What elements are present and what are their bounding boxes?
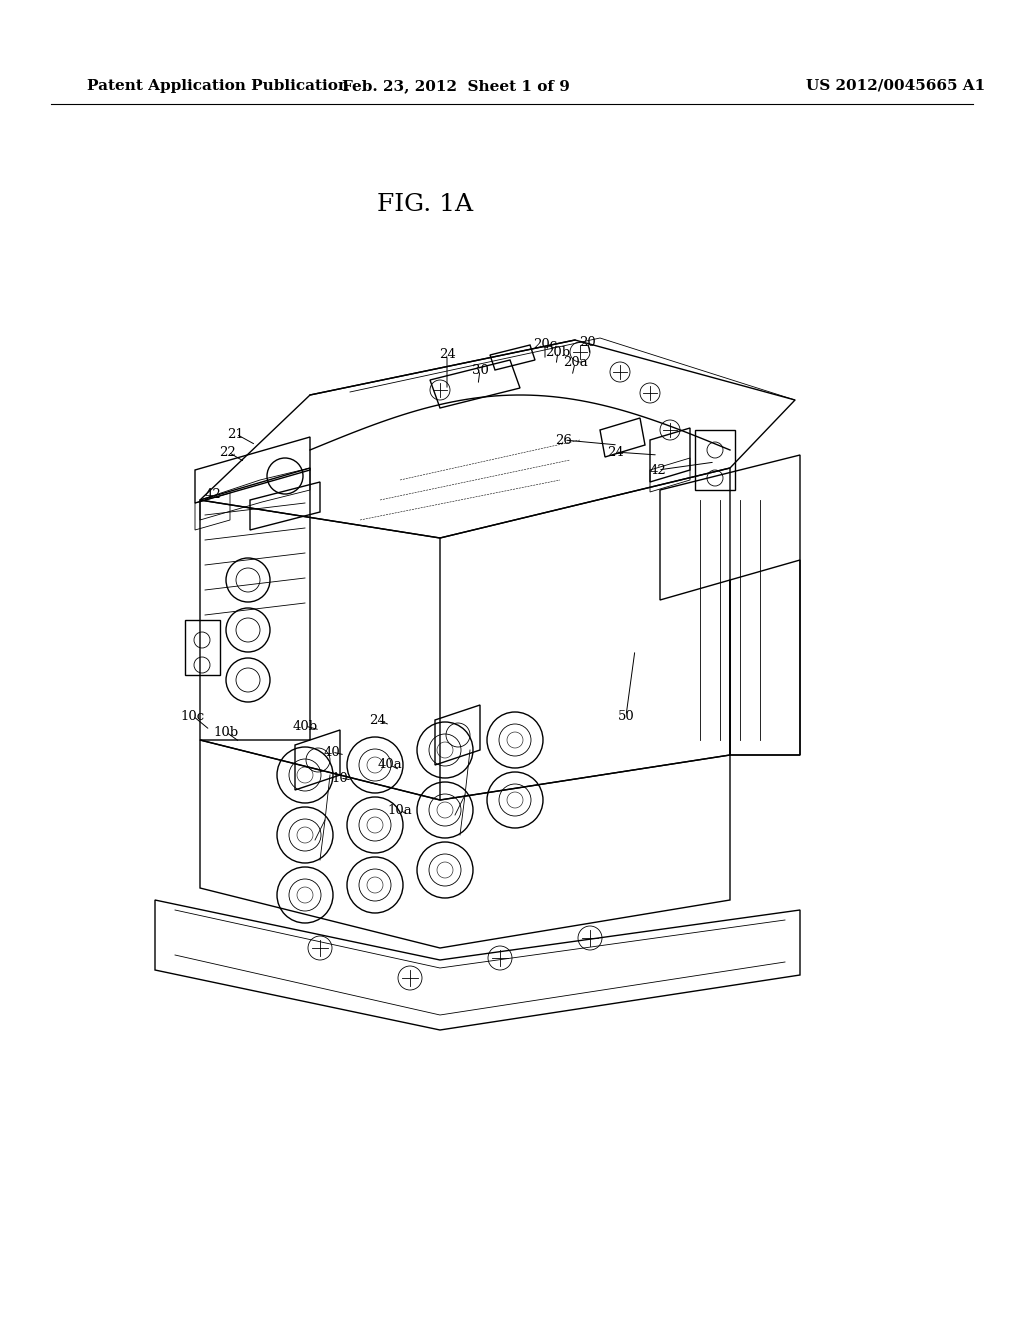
Text: 42: 42 <box>205 488 221 502</box>
Text: US 2012/0045665 A1: US 2012/0045665 A1 <box>806 79 986 92</box>
Text: 40a: 40a <box>378 759 402 771</box>
Text: 24: 24 <box>606 446 624 458</box>
Bar <box>695 430 735 490</box>
Text: 22: 22 <box>219 446 237 458</box>
Text: 10a: 10a <box>388 804 413 817</box>
Text: 50: 50 <box>617 710 635 722</box>
Text: 24: 24 <box>370 714 386 726</box>
Text: 10: 10 <box>332 771 348 784</box>
Text: Patent Application Publication: Patent Application Publication <box>87 79 349 92</box>
Bar <box>185 620 220 675</box>
Text: FIG. 1A: FIG. 1A <box>377 193 473 216</box>
Text: Feb. 23, 2012  Sheet 1 of 9: Feb. 23, 2012 Sheet 1 of 9 <box>342 79 569 92</box>
Text: 10b: 10b <box>213 726 239 738</box>
Text: 42: 42 <box>649 463 667 477</box>
Text: 21: 21 <box>227 428 245 441</box>
Text: 20a: 20a <box>562 356 588 370</box>
Text: 20: 20 <box>580 335 596 348</box>
Text: 26: 26 <box>556 433 572 446</box>
Text: 20c: 20c <box>532 338 557 351</box>
Text: 24: 24 <box>438 348 456 362</box>
Text: 10c: 10c <box>181 710 205 722</box>
Text: 40: 40 <box>324 746 340 759</box>
Text: 20b: 20b <box>546 346 570 359</box>
Text: 40b: 40b <box>293 719 317 733</box>
Text: 30: 30 <box>472 363 488 376</box>
